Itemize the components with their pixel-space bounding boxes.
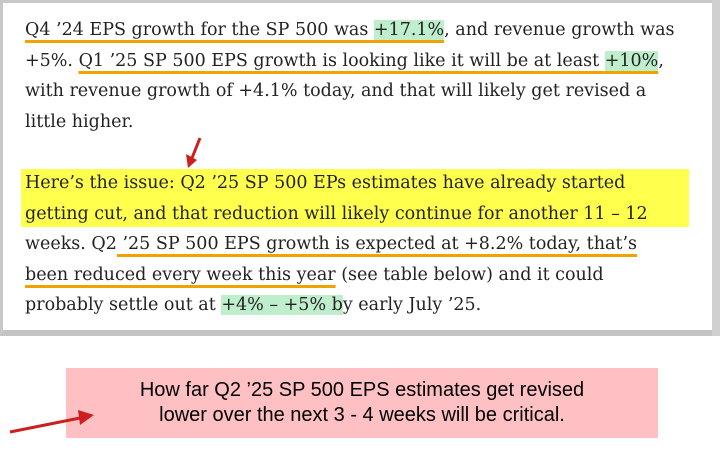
- q1-revenue-text: , with revenue growth of +4.1% today, an…: [25, 50, 664, 132]
- q2-issue-text: Here’s the issue: Q2 ’25 SP 500 EPs esti…: [25, 173, 648, 254]
- article-excerpt-card: Q4 ’24 EPS growth for the SP 500 was +17…: [0, 0, 720, 336]
- q2-date-text: y early July ’25.: [342, 295, 482, 315]
- q4-eps-growth-value: +17.1%: [373, 20, 445, 40]
- callout-line-2: lower over the next 3 - 4 weeks will be …: [159, 404, 565, 426]
- q2-settle-text: (see table below) and it could probably …: [25, 264, 604, 316]
- q2-eps-growth-text: ’25 SP 500 EPS growth is expected at +8.…: [25, 234, 637, 285]
- highlight-block: [21, 169, 689, 227]
- callout-line-1: How far Q2 ’25 SP 500 EPS estimates get …: [139, 379, 585, 401]
- q1-eps-growth-value: +10%: [604, 50, 659, 71]
- red-arrow-down-icon: [186, 137, 202, 168]
- red-arrow-right-icon: [9, 410, 94, 434]
- q4-eps-text: Q4 ’24 EPS growth for the SP 500 was: [25, 20, 374, 40]
- paragraph-q4-q1: Q4 ’24 EPS growth for the SP 500 was +17…: [25, 15, 685, 137]
- q1-eps-text: Q1 ’25 SP 500 EPS growth is looking like…: [78, 50, 605, 71]
- paragraph-q2-issue: Here’s the issue: Q2 ’25 SP 500 EPs esti…: [25, 168, 685, 321]
- callout-box: How far Q2 ’25 SP 500 EPS estimates get …: [66, 368, 658, 438]
- q2-settle-range: +4% – +5% b: [221, 295, 343, 315]
- q4-revenue-text: , and revenue growth was +5%.: [25, 20, 675, 71]
